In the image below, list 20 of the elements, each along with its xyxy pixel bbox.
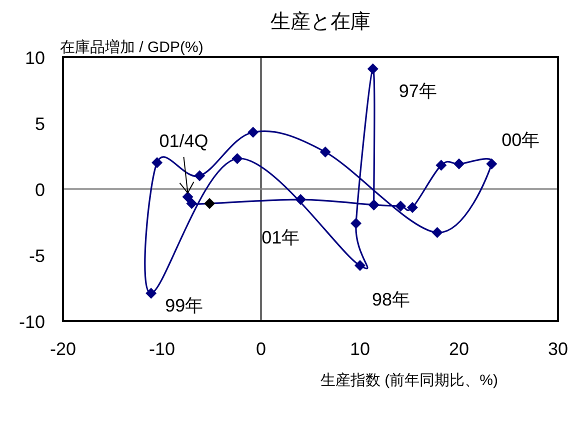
x-tick-label: -10	[148, 339, 176, 359]
annotation: 98年	[372, 290, 410, 310]
y-tick-label: -5	[28, 246, 45, 266]
annotation: 00年	[502, 130, 540, 150]
x-tick-label: -20	[50, 339, 76, 359]
x-tick-label: 30	[548, 339, 568, 359]
x-tick-label: 0	[256, 339, 266, 359]
annotation: 01/4Q	[159, 130, 208, 151]
annotation: 97年	[398, 80, 437, 101]
y-tick-label: 0	[34, 180, 45, 200]
annotation: 99年	[165, 295, 204, 316]
annotation: 01年	[262, 228, 300, 248]
y-tick-label: -10	[18, 312, 45, 332]
title: 生産と在庫	[270, 11, 370, 33]
y-tick-label: 10	[24, 48, 45, 68]
x-tick-label: 20	[448, 339, 470, 359]
ylabel: 在庫品増加 / GDP(%)	[60, 39, 204, 56]
y-tick-label: 5	[34, 114, 45, 134]
x-tick-label: 10	[350, 339, 370, 359]
xlabel: 生産指数 (前年同期比、%)	[320, 372, 498, 389]
